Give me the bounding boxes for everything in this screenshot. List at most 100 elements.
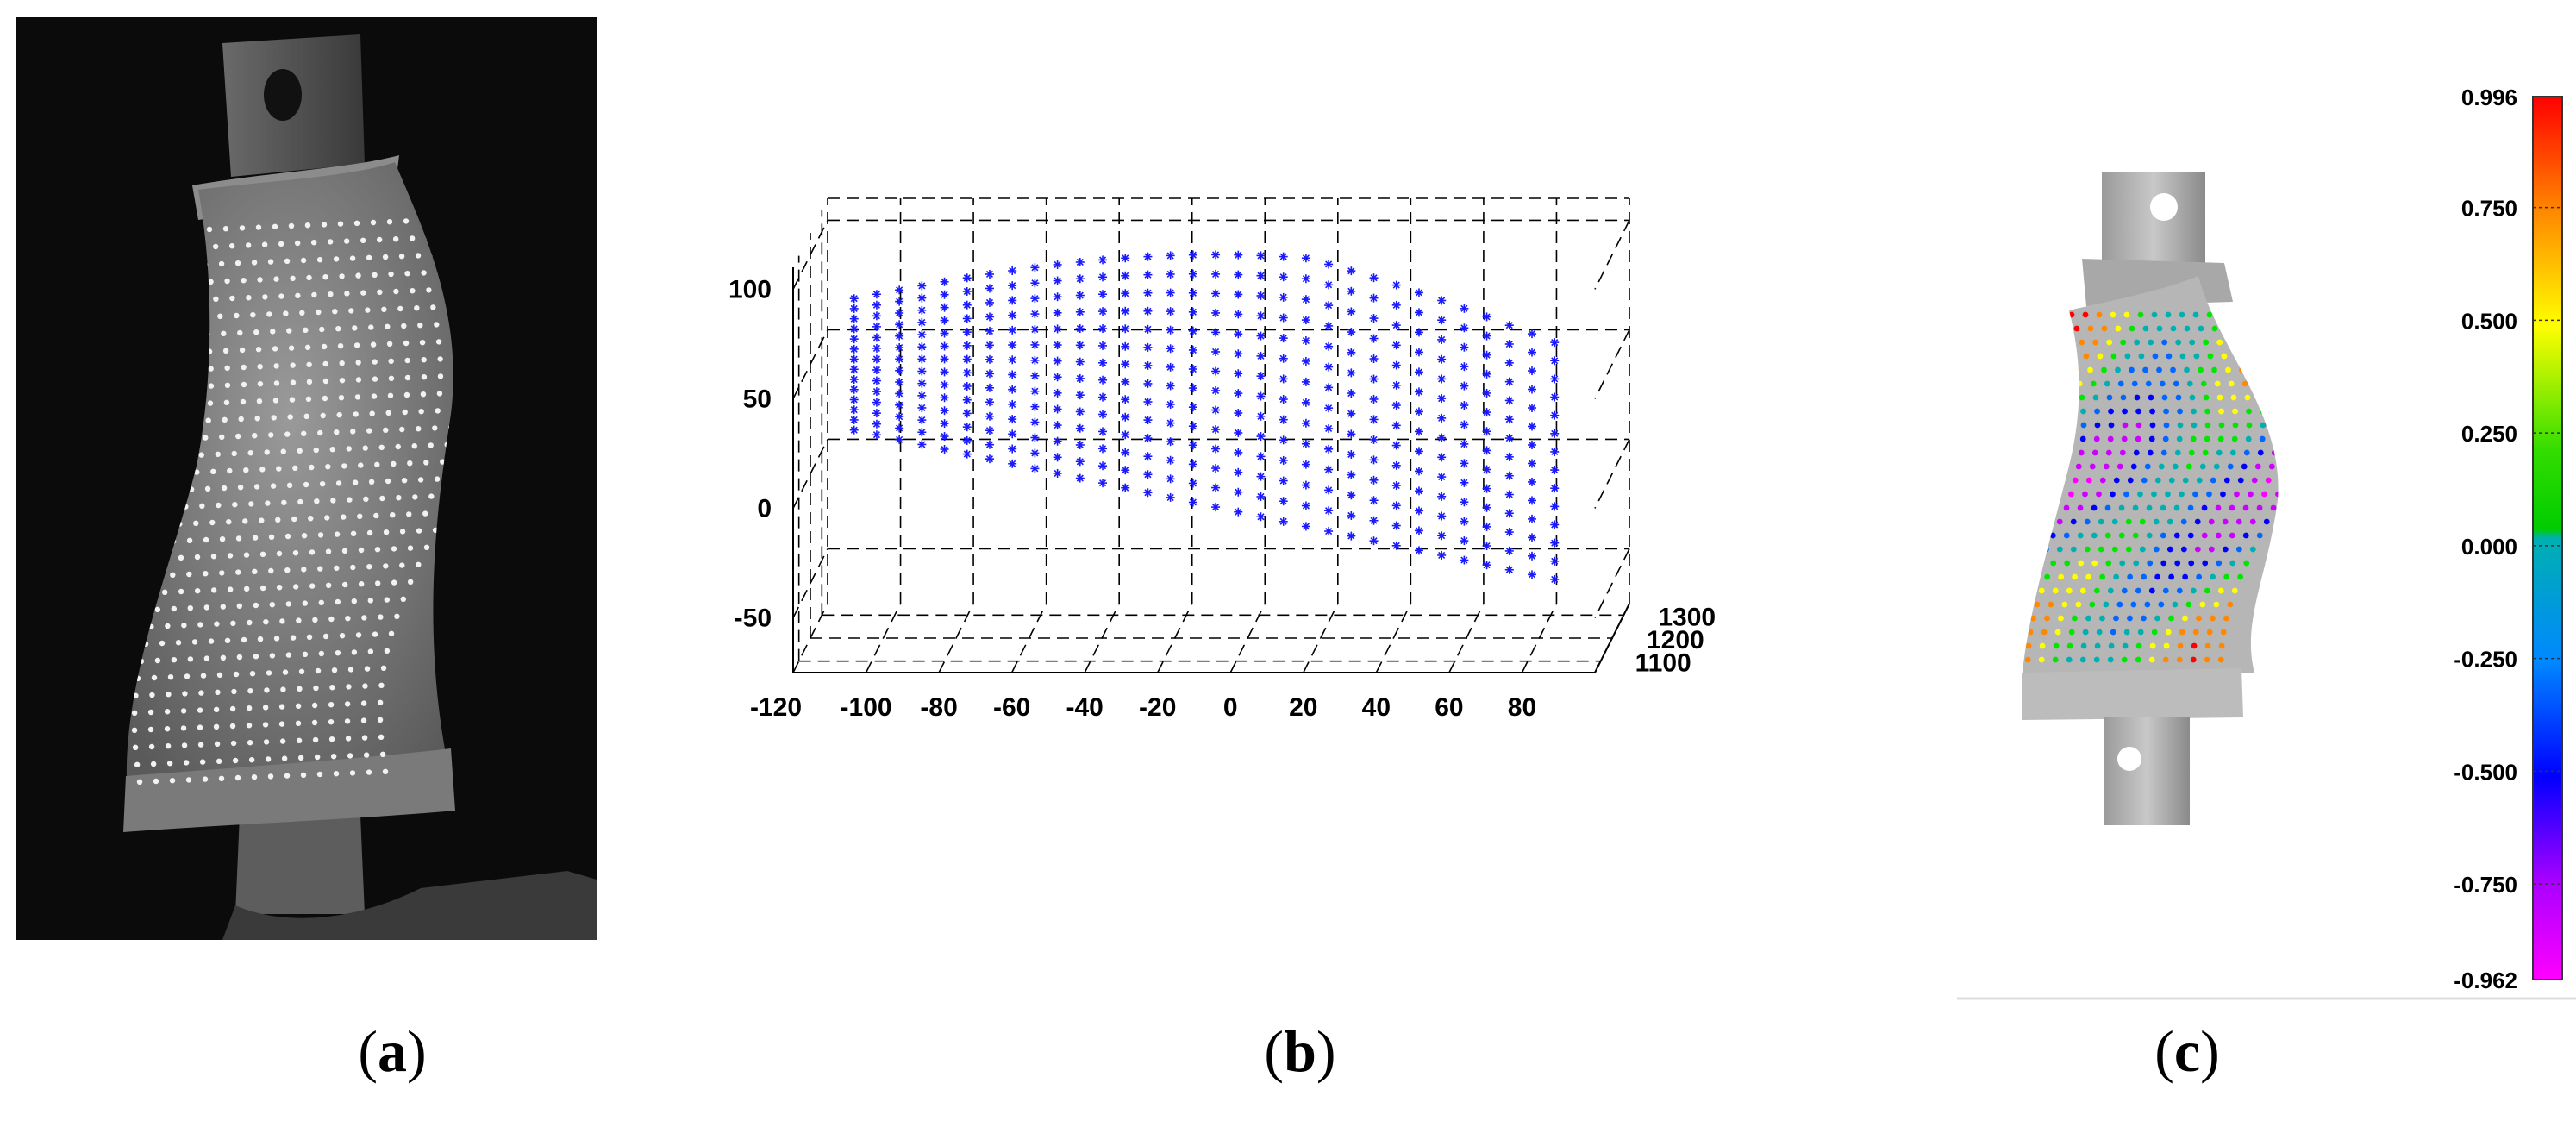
data-point (1324, 404, 1334, 413)
data-point (1166, 400, 1175, 410)
data-point (917, 366, 927, 376)
photo-marker-dot (256, 398, 263, 404)
data-point (1504, 415, 1514, 424)
deviation-dot (2080, 408, 2086, 415)
deviation-dot (2210, 477, 2216, 484)
photo-marker-dot (373, 512, 379, 519)
data-point (1301, 480, 1310, 490)
deviation-dot (2163, 422, 2170, 429)
photo-marker-dot (412, 494, 418, 500)
data-point (1347, 491, 1356, 500)
data-point (940, 277, 949, 286)
deviation-dot (2259, 435, 2266, 442)
data-point (1437, 492, 1447, 501)
photo-marker-dot (306, 361, 312, 367)
photo-marker-dot (437, 373, 444, 379)
data-point (1279, 292, 1288, 302)
data-point (1391, 321, 1401, 330)
photo-marker-dot (147, 726, 154, 733)
deviation-dot (2271, 449, 2278, 456)
deviation-dot (2251, 477, 2258, 484)
photo-marker-dot (407, 545, 414, 551)
data-point (1256, 372, 1266, 381)
data-point (1369, 314, 1379, 323)
deviation-dot (2011, 588, 2017, 594)
tick-label: 1200 (1647, 626, 1704, 654)
data-point (940, 432, 949, 442)
photo-marker-dot (334, 429, 340, 435)
deviation-dot (2072, 573, 2079, 580)
deviation-dot (2135, 656, 2141, 663)
photo-marker-dot (358, 547, 365, 554)
data-point (1391, 280, 1401, 290)
data-point (895, 343, 904, 353)
data-point (940, 341, 949, 351)
photo-marker-dot (316, 309, 322, 316)
photo-marker-dot (295, 720, 302, 726)
deviation-dot (2110, 491, 2116, 498)
photo-marker-dot (243, 586, 250, 592)
deviation-dot (2105, 449, 2112, 456)
data-point (1279, 435, 1288, 445)
deviation-dot (2222, 546, 2229, 553)
grid-line (1303, 603, 1339, 673)
deviation-dot (2118, 532, 2125, 539)
photo-marker-dot (332, 309, 338, 315)
deviation-dot (2182, 477, 2189, 484)
deviation-dot (2124, 353, 2131, 360)
deviation-dot (2243, 560, 2250, 567)
tick-label: -120 (750, 693, 802, 722)
tick-label: -100 (841, 693, 892, 722)
data-point (1437, 316, 1447, 325)
data-point (872, 354, 881, 364)
data-point (940, 290, 949, 299)
data-point (1391, 521, 1401, 530)
data-point (985, 411, 994, 421)
deviation-dot (2144, 601, 2151, 608)
data-point (1482, 446, 1491, 455)
photo-marker-dot (304, 344, 311, 350)
photo-marker-dot (297, 448, 303, 454)
data-point (1301, 356, 1310, 366)
photo-marker-dot (266, 670, 272, 676)
photo-marker-dot (383, 563, 389, 569)
data-point (1075, 357, 1085, 366)
photo-marker-dot (224, 365, 230, 371)
photo-marker-dot (199, 503, 205, 509)
deviation-dot (2260, 422, 2267, 429)
photo-marker-dot (311, 291, 317, 298)
deviation-dot (2288, 423, 2294, 429)
data-point (1166, 269, 1175, 279)
data-point (1347, 470, 1356, 479)
photo-marker-dot (418, 409, 424, 415)
photo-marker-dot (262, 294, 268, 300)
deviation-dot (2270, 504, 2277, 511)
data-point (1211, 308, 1221, 317)
deviation-dot (2073, 366, 2079, 373)
deviation-dot (2161, 394, 2168, 401)
deviation-dot (2122, 408, 2128, 415)
deviation-dot (2204, 587, 2210, 594)
deviation-dot (2196, 573, 2203, 580)
deviation-dot (2077, 532, 2084, 539)
deviation-dot (2267, 325, 2273, 332)
data-point (872, 333, 881, 342)
photo-marker-dot (131, 727, 138, 733)
data-point (1279, 272, 1288, 282)
photo-marker-dot (333, 256, 340, 262)
deviation-dot (2179, 311, 2185, 318)
deviation-dot (2160, 560, 2167, 567)
deviation-dot (2105, 560, 2112, 567)
deviation-dot (2060, 325, 2066, 332)
data-point (1030, 355, 1040, 365)
data-point (1121, 271, 1130, 280)
data-point (1075, 257, 1085, 266)
data-point (1482, 312, 1491, 322)
photo-marker-dot (197, 707, 203, 713)
deviation-dot (2064, 560, 2071, 567)
data-point (985, 440, 994, 449)
data-point (1279, 395, 1288, 404)
photo-marker-dot (357, 513, 363, 519)
photo-marker-dot (304, 222, 311, 229)
data-point (1347, 368, 1356, 378)
